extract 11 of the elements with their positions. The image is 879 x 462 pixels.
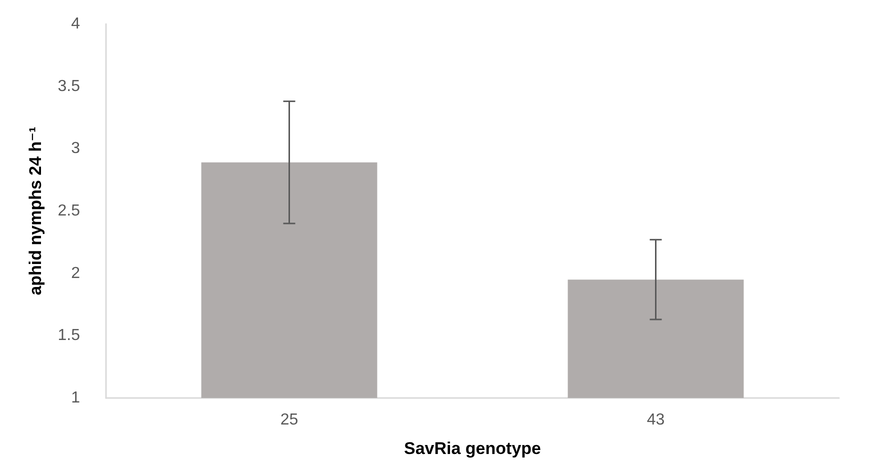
x-axis-title: SavRia genotype xyxy=(404,439,541,458)
x-tick-label: 43 xyxy=(646,412,665,428)
y-tick-label: 3 xyxy=(71,140,80,158)
x-tick-label: 25 xyxy=(280,412,298,428)
y-tick-label: 4 xyxy=(71,16,80,32)
y-tick-label: 2 xyxy=(71,264,80,282)
y-tick-label: 3.5 xyxy=(58,78,80,95)
y-tick-label: 2.5 xyxy=(58,202,80,220)
y-axis-title: aphid nymphs 24 h⁻¹ xyxy=(26,126,45,296)
y-tick-label: 1 xyxy=(71,390,80,406)
y-tick-label: 1.5 xyxy=(58,327,80,344)
